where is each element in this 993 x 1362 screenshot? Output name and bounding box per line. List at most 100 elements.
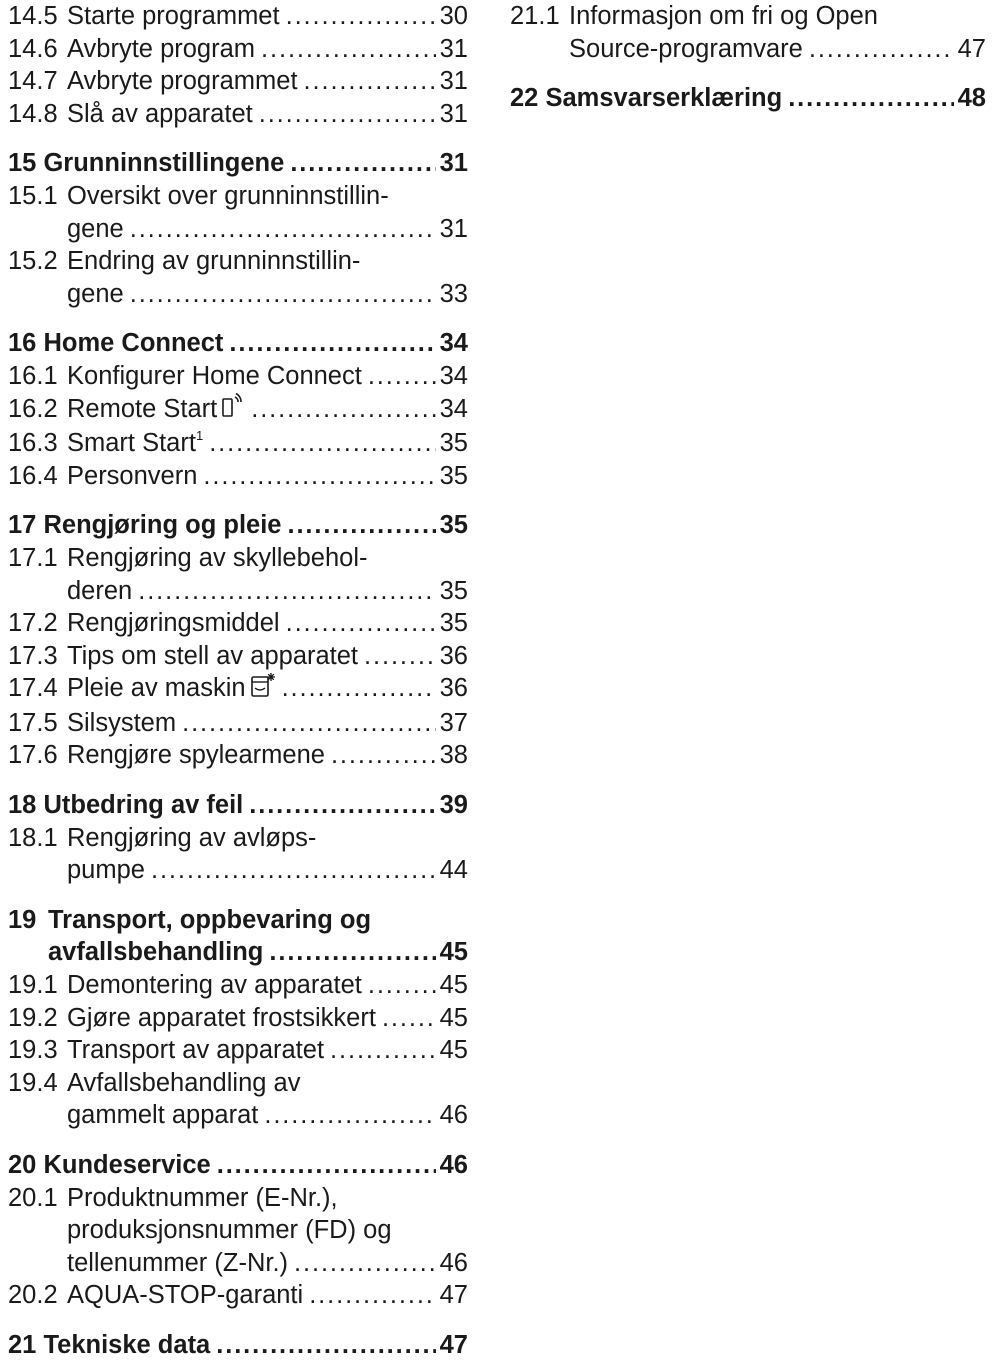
- toc-entry-14-7[interactable]: 14.7 Avbryte programmet 31: [8, 65, 468, 98]
- toc-number: 14.5: [8, 2, 58, 30]
- toc-number: 16.1: [8, 361, 58, 390]
- toc-entry-19-4[interactable]: 19.4 Avfallsbehandling av gammelt apparat 4…: [8, 1067, 468, 1132]
- toc-title: Avbryte programmet: [67, 67, 298, 96]
- toc-chapter-15[interactable]: 15 Grunninnstillingene 31: [8, 147, 468, 180]
- page-number: 47: [957, 34, 986, 63]
- toc-entry-20-1[interactable]: 20.1 Produktnummer (E-Nr.), produksjonsnum…: [8, 1182, 468, 1280]
- toc-title: gene: [67, 279, 124, 308]
- toc-title: Starte programmet: [67, 2, 280, 30]
- page-number: 46: [439, 1248, 468, 1277]
- toc-chapter-21[interactable]: 21 Tekniske data 47: [8, 1329, 468, 1362]
- toc-entry-19-3[interactable]: 19.3 Transport av apparatet 45: [8, 1034, 468, 1067]
- page-number: 39: [439, 791, 468, 820]
- page-number: 35: [439, 576, 468, 605]
- toc-title-line: Produktnummer (E-Nr.),: [67, 1183, 338, 1212]
- toc-entry-14-6[interactable]: 14.6 Avbryte program 31: [8, 33, 468, 66]
- page-number: 30: [439, 2, 468, 30]
- toc-chapter-18[interactable]: 18 Utbedring av feil 39: [8, 789, 468, 822]
- toc-entry-16-2[interactable]: 16.2 Remote Start 34: [8, 392, 468, 428]
- toc-number: 17.1: [8, 543, 58, 572]
- toc-entry-21-1[interactable]: 21.1 Informasjon om fri og Open Source-pro…: [510, 0, 986, 65]
- dot-leader: [216, 1329, 435, 1362]
- dot-leader: [130, 213, 436, 246]
- footnote-marker: 1: [195, 428, 204, 444]
- toc-entry-16-4[interactable]: 16.4 Personvern 35: [8, 460, 468, 493]
- page-number: 46: [439, 1101, 468, 1130]
- toc-number: 17.6: [8, 741, 58, 770]
- dot-leader: [368, 969, 436, 1002]
- toc-chapter-19[interactable]: 19 Transport, oppbevaring og avfallsbehand…: [8, 904, 468, 969]
- page-number: 31: [439, 34, 468, 63]
- page-number: 34: [439, 394, 468, 423]
- toc-entry-15-1[interactable]: 15.1 Oversikt over grunninnstillin-gene 31: [8, 180, 468, 245]
- toc-title: AQUA-STOP-garanti: [67, 1281, 304, 1310]
- toc-chapter-title: 15 Grunninnstillingene: [8, 149, 285, 178]
- toc-entry-16-1[interactable]: 16.1 Konfigurer Home Connect 34: [8, 360, 468, 393]
- dot-leader: [330, 1034, 436, 1067]
- dot-leader: [217, 1149, 436, 1182]
- dot-leader: [261, 33, 436, 66]
- toc-chapter-title: 21 Tekniske data: [8, 1330, 211, 1359]
- toc-chapter-title: 20 Kundeservice: [8, 1151, 211, 1179]
- dot-leader: [286, 0, 436, 33]
- toc-title: Smart Start1: [67, 428, 204, 458]
- toc-title: Konfigurer Home Connect: [67, 361, 362, 390]
- toc-entry-20-2[interactable]: 20.2 AQUA-STOP-garanti 47: [8, 1279, 468, 1312]
- toc-number: 21.1: [510, 2, 560, 30]
- toc-entry-18-1[interactable]: 18.1 Rengjøring av avløps-pumpe 44: [8, 822, 468, 887]
- toc-number: 19: [8, 905, 37, 934]
- machine-care-icon: [250, 672, 276, 707]
- toc-title-line: Transport, oppbevaring og: [48, 905, 372, 934]
- toc-entry-17-5[interactable]: 17.5 Silsystem 37: [8, 707, 468, 740]
- page-number: 45: [439, 1036, 468, 1065]
- dot-leader: [286, 607, 436, 640]
- toc-title: Rengjøringsmiddel: [67, 609, 280, 638]
- toc-entry-17-1[interactable]: 17.1 Rengjøring av skyllebehol-deren 35: [8, 542, 468, 607]
- toc-chapter-17[interactable]: 17 Rengjøring og pleie 35: [8, 509, 468, 542]
- toc-title: gammelt apparat: [67, 1101, 259, 1130]
- toc-number: 14.7: [8, 67, 58, 96]
- toc-entry-14-8[interactable]: 14.8 Slå av apparatet 31: [8, 98, 468, 131]
- toc-chapter-22[interactable]: 22 Samsvarserklæring 48: [510, 82, 986, 115]
- page-number: 31: [439, 214, 468, 243]
- toc-title-line: Endring av grunninnstillin-: [67, 247, 361, 276]
- dot-leader: [809, 33, 954, 66]
- dot-leader: [290, 147, 435, 180]
- toc-entry-17-3[interactable]: 17.3 Tips om stell av apparatet 36: [8, 640, 468, 673]
- toc-number: 19.4: [8, 1068, 58, 1097]
- page-number: 31: [439, 99, 468, 128]
- toc-number: 20.2: [8, 1281, 58, 1310]
- page-number: 33: [439, 279, 468, 308]
- toc-number: 16.3: [8, 429, 58, 458]
- dot-leader: [251, 393, 435, 426]
- toc-title: Slå av apparatet: [67, 99, 253, 128]
- toc-entry-15-2[interactable]: 15.2 Endring av grunninnstillin-gene 33: [8, 245, 468, 310]
- toc-entry-17-6[interactable]: 17.6 Rengjøre spylearmene 38: [8, 739, 468, 772]
- toc-entry-16-3[interactable]: 16.3 Smart Start1 35: [8, 427, 468, 460]
- toc-entry-17-2[interactable]: 17.2 Rengjøringsmiddel 35: [8, 607, 468, 640]
- toc-column-left: 14.5 Starte programmet 30 14.6 Avbryte progr…: [8, 0, 468, 1362]
- toc-chapter-16[interactable]: 16 Home Connect 34: [8, 327, 468, 360]
- toc-title-line: produksjonsnummer (FD) og: [67, 1216, 392, 1245]
- toc-title-line: Avfallsbehandling av: [67, 1068, 301, 1097]
- toc-title-line: Rengjøring av skyllebehol-: [67, 543, 368, 572]
- toc-number: 20.1: [8, 1183, 58, 1212]
- toc-number: 16.4: [8, 461, 58, 490]
- toc-entry-19-2[interactable]: 19.2 Gjøre apparatet frostsikkert 45: [8, 1002, 468, 1035]
- dot-leader: [229, 327, 435, 360]
- page-number: 36: [439, 674, 468, 703]
- page-number: 47: [439, 1281, 468, 1310]
- toc-entry-17-4[interactable]: 17.4 Pleie av maskin 36: [8, 672, 468, 707]
- toc-entry-19-1[interactable]: 19.1 Demontering av apparatet 45: [8, 969, 468, 1002]
- toc-number: 17.2: [8, 609, 58, 638]
- page-number: 35: [439, 511, 468, 540]
- toc-chapter-20[interactable]: 20 Kundeservice 46: [8, 1149, 468, 1182]
- dot-leader: [269, 936, 435, 969]
- toc-entry-14-5[interactable]: 14.5 Starte programmet 30: [8, 0, 468, 33]
- toc-title-line: Informasjon om fri og Open: [569, 2, 878, 30]
- page-number: 34: [439, 329, 468, 358]
- toc-column-right: 21.1 Informasjon om fri og Open Source-pro…: [510, 0, 986, 115]
- toc-title: Remote Start: [67, 392, 245, 428]
- toc-title: pumpe: [67, 856, 145, 885]
- toc-title: tellenummer (Z-Nr.): [67, 1248, 289, 1277]
